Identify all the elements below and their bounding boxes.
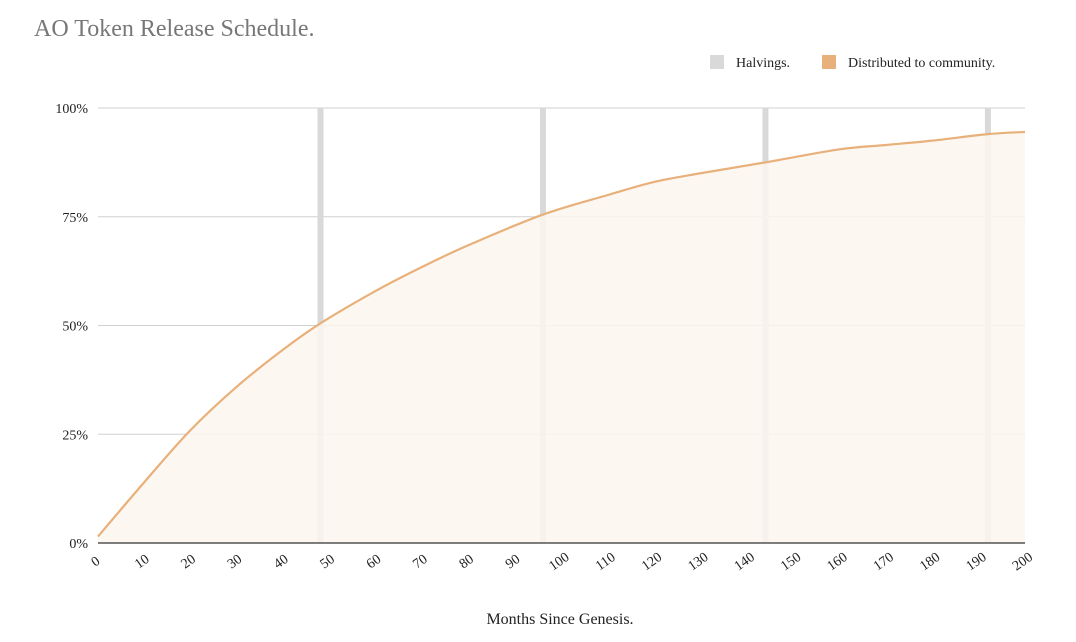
chart-title: AO Token Release Schedule. — [34, 16, 314, 42]
x-tick-label-9: 90 — [503, 552, 523, 572]
series-line — [97, 130, 1026, 538]
y-tick-label-3: 75% — [62, 211, 88, 226]
legend-label-1: Distributed to community. — [848, 56, 995, 71]
x-tick-label-3: 30 — [225, 552, 245, 572]
y-tick-labels: 0% 25% 50% 75% 100% — [55, 102, 88, 552]
x-tick-label-10: 100 — [547, 550, 573, 574]
y-tick-label-2: 50% — [62, 320, 88, 335]
x-tick-label-11: 110 — [593, 550, 618, 574]
x-tick-label-7: 70 — [410, 552, 430, 572]
y-tick-label-1: 25% — [62, 428, 88, 443]
x-tick-label-0: 0 — [89, 554, 103, 570]
legend-label-0: Halvings. — [736, 56, 790, 71]
x-tick-label-18: 180 — [917, 550, 943, 574]
x-tick-label-16: 160 — [825, 550, 851, 574]
x-tick-label-13: 130 — [686, 550, 712, 574]
x-tick-label-4: 40 — [271, 552, 291, 572]
x-tick-label-15: 150 — [778, 550, 804, 574]
x-tick-label-8: 80 — [457, 552, 477, 572]
x-tick-label-12: 120 — [639, 550, 665, 574]
legend: Halvings. Distributed to community. — [710, 55, 995, 71]
legend-swatch-0 — [710, 55, 724, 69]
x-axis-label: Months Since Genesis. — [486, 611, 633, 628]
x-tick-label-2: 20 — [179, 552, 199, 572]
x-tick-label-6: 60 — [364, 552, 384, 572]
y-tick-label-0: 0% — [69, 537, 88, 552]
x-tick-label-20: 200 — [1010, 550, 1036, 574]
area-layer — [97, 130, 1026, 543]
series-area — [98, 131, 1025, 543]
x-tick-labels: 0 10 20 30 40 50 60 70 80 90 100 110 120 130 140 150 160… — [89, 550, 1036, 574]
x-tick-label-5: 50 — [318, 552, 338, 572]
x-tick-label-19: 190 — [964, 550, 990, 574]
x-tick-label-14: 140 — [732, 550, 758, 574]
y-tick-label-4: 100% — [55, 102, 88, 117]
x-tick-label-1: 10 — [132, 552, 152, 572]
x-tick-label-17: 170 — [871, 550, 897, 574]
legend-swatch-1 — [822, 55, 836, 69]
